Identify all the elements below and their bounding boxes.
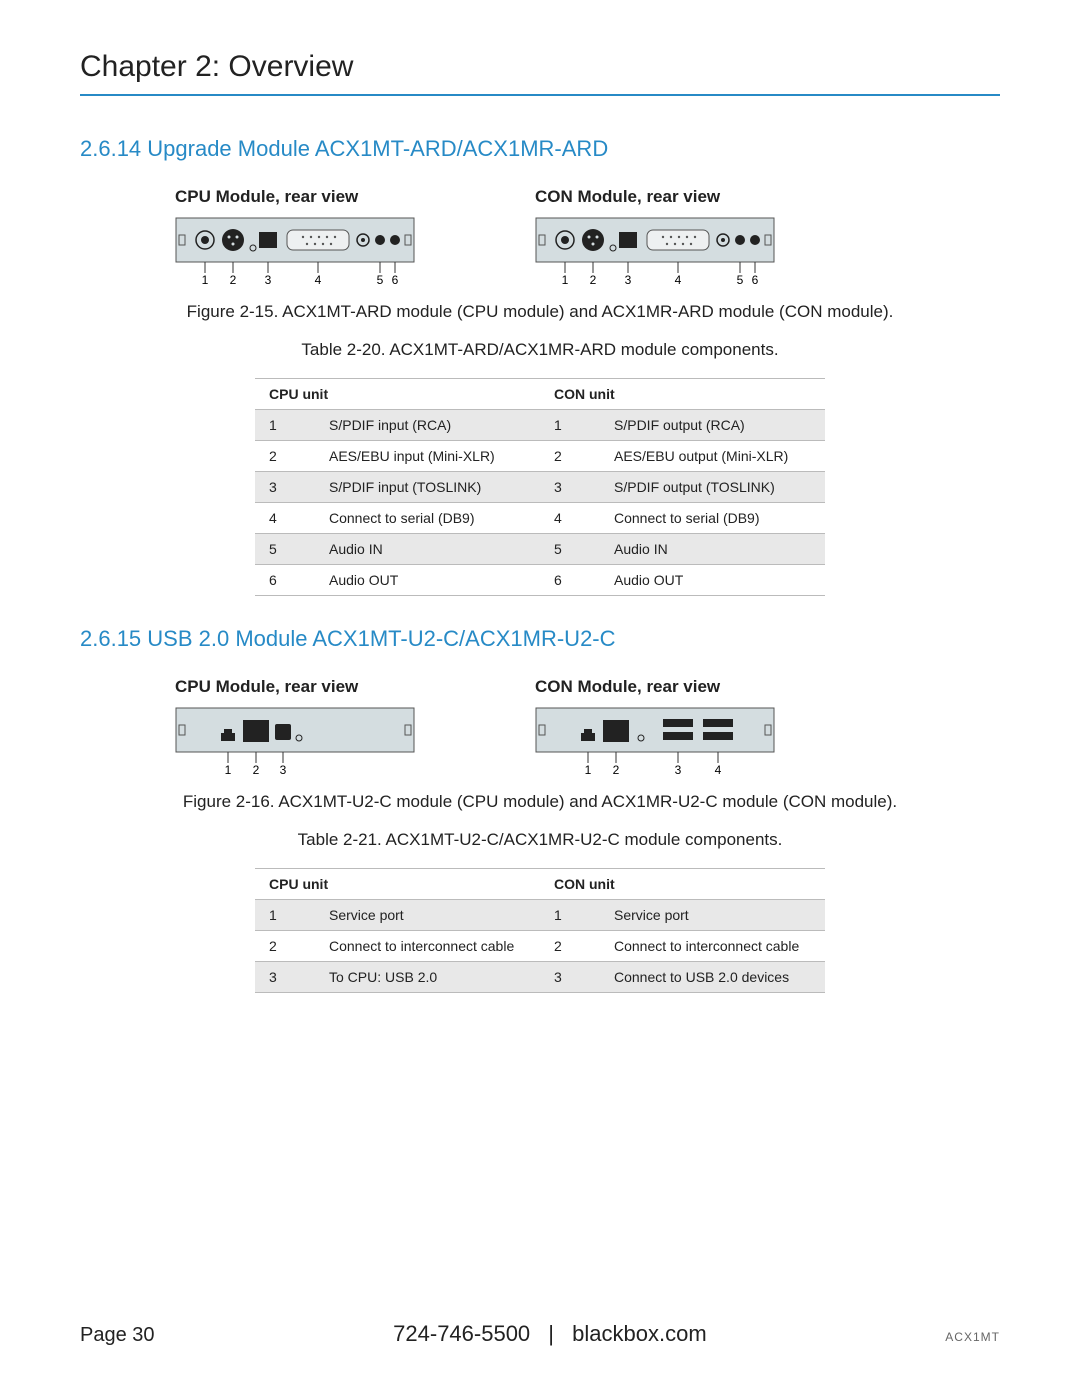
table-cell: To CPU: USB 2.0	[315, 962, 540, 993]
footer-contact: 724-746-5500 | blackbox.com	[393, 1321, 707, 1347]
table-header: CPU unit	[255, 869, 540, 900]
table-cell: 1	[255, 900, 315, 931]
table-cell: 2	[540, 931, 600, 962]
table-cell: 1	[540, 900, 600, 931]
table-row: 1S/PDIF input (RCA)1S/PDIF output (RCA)	[255, 410, 825, 441]
table-cell: S/PDIF input (RCA)	[315, 410, 540, 441]
table-header: CPU unit	[255, 379, 540, 410]
section2-cpu-diagram: 1 2 3	[175, 707, 415, 777]
footer-model: ACX1MT	[945, 1330, 1000, 1344]
section2-diagram-row: CPU Module, rear view 1 2 3 CON Module, …	[175, 677, 1000, 777]
table-cell: Service port	[600, 900, 825, 931]
table-row: 3To CPU: USB 2.03Connect to USB 2.0 devi…	[255, 962, 825, 993]
svg-text:5: 5	[737, 273, 744, 287]
svg-text:2: 2	[613, 763, 620, 777]
footer-phone: 724-746-5500	[393, 1321, 530, 1346]
svg-text:3: 3	[280, 763, 287, 777]
section2-figure-caption: Figure 2-16. ACX1MT-U2-C module (CPU mod…	[80, 792, 1000, 812]
svg-text:5: 5	[377, 273, 384, 287]
table-cell: 5	[255, 534, 315, 565]
section2-con-label: CON Module, rear view	[535, 677, 775, 697]
table-row: 1Service port1Service port	[255, 900, 825, 931]
svg-text:1: 1	[225, 763, 232, 777]
section2-cpu-label: CPU Module, rear view	[175, 677, 415, 697]
table-cell: 2	[540, 441, 600, 472]
table-cell: Connect to interconnect cable	[600, 931, 825, 962]
section2-table-caption: Table 2-21. ACX1MT-U2-C/ACX1MR-U2-C modu…	[80, 830, 1000, 850]
svg-text:3: 3	[265, 273, 272, 287]
table-cell: Audio IN	[315, 534, 540, 565]
table-cell: Audio OUT	[315, 565, 540, 596]
table-cell: S/PDIF output (TOSLINK)	[600, 472, 825, 503]
table-row: 5Audio IN5Audio IN	[255, 534, 825, 565]
section1-diagram-row: CPU Module, rear view	[175, 187, 1000, 287]
table-row: 2AES/EBU input (Mini-XLR)2AES/EBU output…	[255, 441, 825, 472]
svg-text:1: 1	[202, 273, 209, 287]
footer-site: blackbox.com	[572, 1321, 707, 1346]
table-cell: 3	[255, 962, 315, 993]
table-cell: 6	[540, 565, 600, 596]
section1-cpu-label: CPU Module, rear view	[175, 187, 415, 207]
svg-text:3: 3	[625, 273, 632, 287]
table-cell: Connect to serial (DB9)	[600, 503, 825, 534]
chapter-title: Chapter 2: Overview	[80, 50, 1000, 84]
table-cell: 4	[540, 503, 600, 534]
table-cell: 4	[255, 503, 315, 534]
table-row: 2Connect to interconnect cable2Connect t…	[255, 931, 825, 962]
section-heading-1: 2.6.14 Upgrade Module ACX1MT-ARD/ACX1MR-…	[80, 136, 1000, 162]
table-cell: 2	[255, 931, 315, 962]
table-cell: 3	[255, 472, 315, 503]
table-row: 4Connect to serial (DB9)4Connect to seri…	[255, 503, 825, 534]
svg-text:1: 1	[562, 273, 569, 287]
table-cell: Audio OUT	[600, 565, 825, 596]
table-cell: S/PDIF input (TOSLINK)	[315, 472, 540, 503]
footer-page: Page 30	[80, 1324, 155, 1347]
table-cell: AES/EBU input (Mini-XLR)	[315, 441, 540, 472]
table-cell: Connect to serial (DB9)	[315, 503, 540, 534]
section1-table: CPU unit CON unit 1S/PDIF input (RCA)1S/…	[255, 378, 825, 596]
table-cell: S/PDIF output (RCA)	[600, 410, 825, 441]
table-header: CON unit	[540, 869, 825, 900]
svg-text:2: 2	[253, 763, 260, 777]
section-heading-2: 2.6.15 USB 2.0 Module ACX1MT-U2-C/ACX1MR…	[80, 626, 1000, 652]
table-header: CON unit	[540, 379, 825, 410]
svg-text:4: 4	[715, 763, 722, 777]
table-row: 3S/PDIF input (TOSLINK)3S/PDIF output (T…	[255, 472, 825, 503]
svg-text:4: 4	[675, 273, 682, 287]
section1-figure-caption: Figure 2-15. ACX1MT-ARD module (CPU modu…	[80, 302, 1000, 322]
svg-text:6: 6	[392, 273, 399, 287]
section1-con-label: CON Module, rear view	[535, 187, 775, 207]
table-cell: 5	[540, 534, 600, 565]
section2-table: CPU unit CON unit 1Service port1Service …	[255, 868, 825, 993]
table-cell: 3	[540, 472, 600, 503]
table-cell: 3	[540, 962, 600, 993]
table-cell: Audio IN	[600, 534, 825, 565]
page-footer: Page 30 724-746-5500 | blackbox.com ACX1…	[80, 1321, 1000, 1347]
svg-text:2: 2	[230, 273, 237, 287]
table-cell: Service port	[315, 900, 540, 931]
section1-con-diagram: 1 2 3 4 5 6	[535, 217, 775, 287]
svg-text:1: 1	[585, 763, 592, 777]
table-cell: Connect to interconnect cable	[315, 931, 540, 962]
table-cell: 2	[255, 441, 315, 472]
section2-con-diagram: 1 2 3 4	[535, 707, 775, 777]
svg-text:2: 2	[590, 273, 597, 287]
svg-text:3: 3	[675, 763, 682, 777]
section1-table-caption: Table 2-20. ACX1MT-ARD/ACX1MR-ARD module…	[80, 340, 1000, 360]
chapter-rule	[80, 94, 1000, 96]
table-cell: Connect to USB 2.0 devices	[600, 962, 825, 993]
section1-cpu-diagram: 1 2 3 4 5 6	[175, 217, 415, 287]
table-cell: 6	[255, 565, 315, 596]
svg-text:6: 6	[752, 273, 759, 287]
table-cell: 1	[540, 410, 600, 441]
table-cell: AES/EBU output (Mini-XLR)	[600, 441, 825, 472]
table-row: 6Audio OUT6Audio OUT	[255, 565, 825, 596]
svg-text:4: 4	[315, 273, 322, 287]
table-cell: 1	[255, 410, 315, 441]
